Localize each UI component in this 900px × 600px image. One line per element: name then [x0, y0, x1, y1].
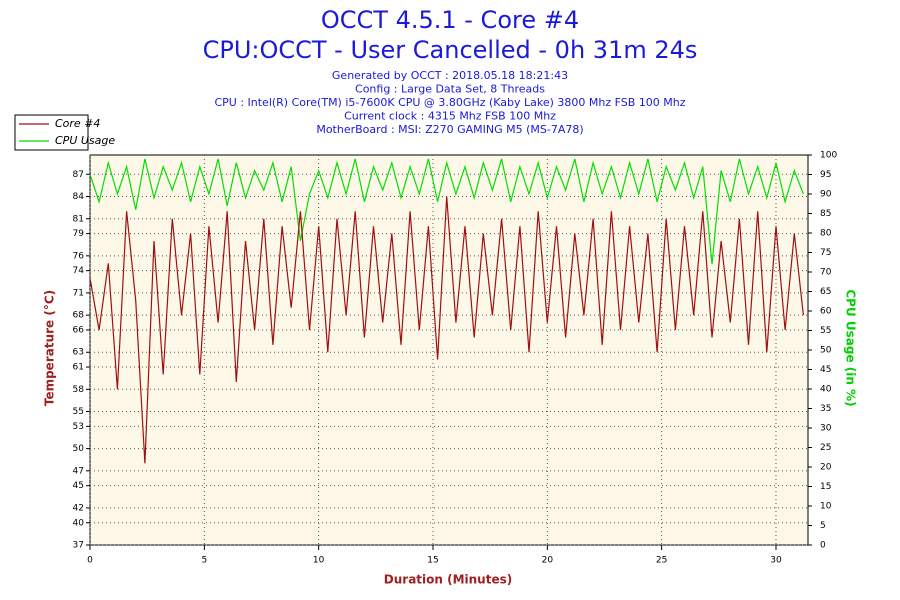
x-tick-label: 5	[201, 556, 207, 566]
y2-tick-label: 20	[820, 463, 832, 473]
y2-tick-label: 5	[820, 521, 826, 531]
y2-tick-label: 70	[820, 268, 832, 278]
y2-tick-label: 65	[820, 287, 831, 297]
y2-tick-label: 75	[820, 248, 831, 258]
y-axis-label: Temperature (°C)	[43, 290, 57, 406]
info-line: Current clock : 4315 Mhz FSB 100 Mhz	[344, 110, 556, 123]
y-tick-label: 76	[73, 251, 85, 261]
chart-subtitle: CPU:OCCT - User Cancelled - 0h 31m 24s	[203, 36, 698, 64]
y2-tick-label: 15	[820, 482, 831, 492]
y2-tick-label: 95	[820, 170, 831, 180]
chart-title: OCCT 4.5.1 - Core #4	[321, 6, 579, 34]
x-axis-label: Duration (Minutes)	[384, 573, 512, 587]
y-tick-label: 55	[73, 407, 84, 417]
y2-tick-label: 50	[820, 346, 832, 356]
x-tick-label: 15	[427, 556, 438, 566]
y-tick-label: 84	[73, 192, 85, 202]
y-tick-label: 50	[73, 444, 85, 454]
y2-tick-label: 0	[820, 541, 826, 551]
y2-tick-label: 10	[820, 502, 832, 512]
y-tick-label: 45	[73, 481, 84, 491]
series-line	[89, 158, 804, 265]
series-line	[89, 196, 804, 464]
y2-axis-label: CPU Usage (in %)	[844, 289, 858, 406]
y-tick-label: 53	[73, 422, 84, 432]
y-tick-label: 68	[73, 311, 85, 321]
y-tick-label: 61	[73, 363, 84, 373]
info-line: CPU : Intel(R) Core(TM) i5-7600K CPU @ 3…	[214, 96, 685, 109]
legend-box	[14, 114, 89, 151]
y2-tick-label: 85	[820, 209, 831, 219]
y2-tick-label: 25	[820, 443, 831, 453]
x-tick-label: 20	[542, 556, 554, 566]
y-tick-label: 81	[73, 214, 84, 224]
y2-tick-label: 55	[820, 326, 831, 336]
y-tick-label: 71	[73, 288, 84, 298]
y2-tick-label: 60	[820, 307, 832, 317]
y-tick-label: 74	[73, 266, 85, 276]
x-tick-label: 0	[87, 556, 93, 566]
y-tick-label: 66	[73, 325, 85, 335]
y2-tick-label: 80	[820, 229, 832, 239]
y-tick-label: 40	[73, 518, 85, 528]
y-tick-label: 87	[73, 170, 84, 180]
y2-tick-label: 90	[820, 190, 832, 200]
y-tick-label: 79	[73, 229, 85, 239]
x-tick-label: 10	[313, 556, 325, 566]
y-tick-label: 42	[73, 503, 84, 513]
legend-label: Core #4	[55, 117, 100, 130]
y-tick-label: 63	[73, 348, 84, 358]
y-tick-label: 58	[73, 385, 85, 395]
legend-label: CPU Usage	[55, 134, 115, 147]
y-tick-label: 47	[73, 466, 84, 476]
info-line: MotherBoard : MSI: Z270 GAMING M5 (MS-7A…	[316, 123, 583, 136]
info-line: Generated by OCCT : 2018.05.18 18:21:43	[332, 69, 568, 82]
info-line: Config : Large Data Set, 8 Threads	[355, 83, 545, 96]
y-tick-label: 37	[73, 541, 84, 551]
x-tick-label: 25	[656, 556, 667, 566]
y2-tick-label: 100	[820, 151, 837, 161]
y2-tick-label: 35	[820, 404, 831, 414]
y2-tick-label: 45	[820, 365, 831, 375]
y2-tick-label: 40	[820, 385, 832, 395]
y2-tick-label: 30	[820, 424, 832, 434]
x-tick-label: 30	[770, 556, 782, 566]
